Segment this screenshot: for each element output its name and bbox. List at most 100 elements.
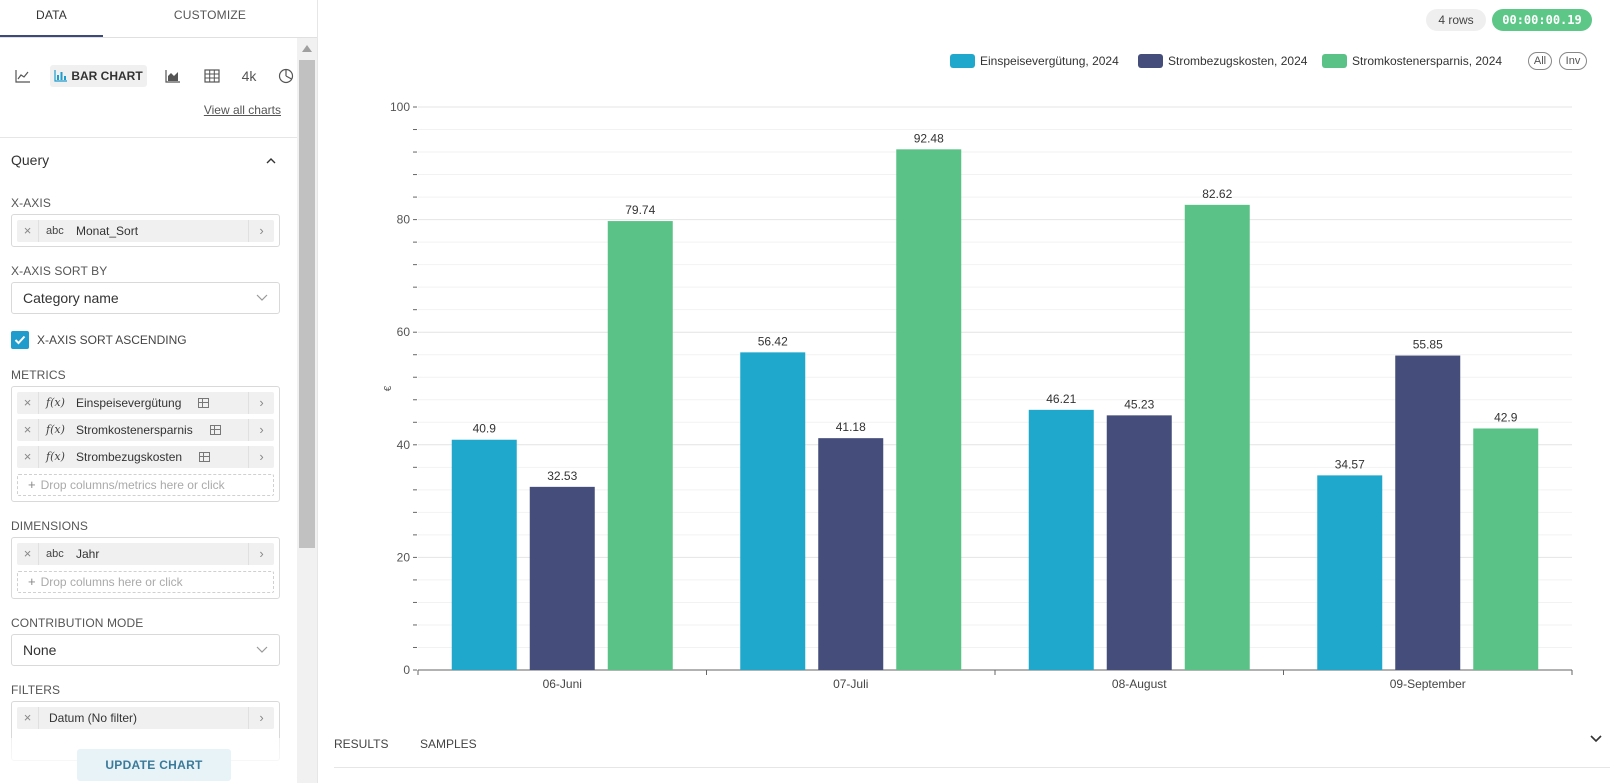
chevron-down-icon [256,294,268,301]
remove-icon[interactable]: × [17,419,39,441]
remove-icon[interactable]: × [17,446,39,468]
metric-name: Einspeisevergütung [76,396,182,410]
chevron-right-icon[interactable]: › [248,220,274,242]
bar-data-label: 46.21 [1046,392,1076,406]
bar-data-label: 45.23 [1124,397,1154,411]
bar-data-label: 34.57 [1335,457,1365,471]
metrics-drop-text: Drop columns/metrics here or click [40,478,225,492]
legend-swatch [950,54,975,68]
bar-data-label: 41.18 [836,420,866,434]
table-small-icon [210,425,221,435]
metrics-label: METRICS [11,368,66,382]
remove-icon[interactable]: × [17,392,39,414]
y-tick-label: 20 [397,550,411,564]
metrics-control: × f(x) Einspeisevergütung › × f(x) Strom… [11,386,280,502]
bar [1106,415,1172,670]
dimensions-drop-text: Drop columns here or click [40,575,183,589]
chevron-up-icon[interactable] [266,156,276,166]
metric-pill[interactable]: × f(x) Einspeisevergütung › [17,392,274,414]
tab-customize[interactable]: CUSTOMIZE [173,8,247,22]
metric-name: Strombezugskosten [76,450,183,464]
legend-label: Stromkostenersparnis, 2024 [1352,54,1503,68]
chevron-right-icon[interactable]: › [248,392,274,414]
x-tick-label: 07-Juli [833,677,868,691]
sort-ascending-label: X-AXIS SORT ASCENDING [37,333,187,347]
bar [740,352,806,670]
bar-chart-button[interactable]: BAR CHART [50,65,147,87]
legend-invert-button[interactable]: Inv [1559,52,1587,70]
bar-data-label: 92.48 [914,131,944,145]
area-chart-icon[interactable] [163,65,183,87]
update-chart-button[interactable]: UPDATE CHART [77,749,231,781]
scrollbar-thumb[interactable] [299,60,315,548]
panel-tabs: DATA CUSTOMIZE [0,0,317,38]
bar [1395,355,1461,670]
type-abc-icon: abc [46,225,64,237]
bar-data-label: 42.9 [1494,410,1518,424]
big-number-icon[interactable]: 4k [241,68,257,84]
metric-pill[interactable]: × f(x) Strombezugskosten › [17,446,274,468]
bar-chart-label: BAR CHART [71,69,143,83]
bar [1473,428,1539,670]
function-icon: f(x) [46,423,65,436]
x-tick-label: 09-September [1390,677,1466,691]
chevron-right-icon[interactable]: › [248,446,274,468]
line-chart-icon[interactable] [13,65,33,87]
control-panel: DATA CUSTOMIZE BAR CHART 4k [0,0,318,783]
plus-icon: + [28,477,36,492]
pie-chart-icon[interactable] [278,65,298,87]
chevron-right-icon[interactable]: › [248,543,274,565]
y-tick-label: 0 [403,663,410,677]
dimensions-control: × abc Jahr › + Drop columns here or click [11,537,280,599]
table-small-icon [198,398,209,408]
bar-data-label: 55.85 [1413,338,1443,352]
function-icon: f(x) [46,396,65,409]
tab-samples[interactable]: SAMPLES [420,737,477,751]
tab-data[interactable]: DATA [0,0,103,37]
sort-ascending-checkbox[interactable] [11,331,29,349]
chevron-right-icon[interactable]: › [248,419,274,441]
bar-chart: 0 20 40 60 80 100 €06-Juni 40.9 32.53 79.74 07-Jul… [383,100,1573,691]
dimensions-label: DIMENSIONS [11,519,89,533]
contribution-select[interactable]: None [11,634,280,666]
sort-by-label: X-AXIS SORT BY [11,264,108,278]
legend-select-all-button[interactable]: All [1528,52,1552,70]
filter-pill[interactable]: × Datum (No filter) › [17,707,274,729]
chevron-down-icon[interactable] [1590,734,1602,744]
scroll-up-icon[interactable] [302,45,312,52]
xaxis-column-name: Monat_Sort [76,224,139,238]
view-all-charts-link[interactable]: View all charts [203,103,281,117]
viz-type-row: BAR CHART 4k View all charts [0,38,297,138]
y-axis-label: € [383,385,394,391]
tab-results[interactable]: RESULTS [334,737,389,751]
bar-data-label: 79.74 [625,203,655,217]
remove-icon[interactable]: × [17,220,39,242]
function-icon: f(x) [46,450,65,463]
bar-data-label: 40.9 [473,422,497,436]
legend-item-einspeise[interactable]: Einspeisevergütung, 2024 [950,51,1119,71]
legend-item-ersparnis[interactable]: Stromkostenersparnis, 2024 [1322,51,1502,71]
bar [1184,204,1250,670]
remove-icon[interactable]: × [17,543,39,565]
legend-label: Einspeisevergütung, 2024 [980,54,1119,68]
bar [1317,475,1383,670]
table-icon[interactable] [202,65,222,87]
xaxis-control: × abc Monat_Sort › [11,214,280,247]
legend-item-strombezug[interactable]: Strombezugskosten, 2024 [1138,51,1307,71]
contribution-value: None [23,642,57,658]
legend-label: Strombezugskosten, 2024 [1168,54,1308,68]
remove-icon[interactable]: × [17,707,39,729]
dimension-pill[interactable]: × abc Jahr › [17,543,274,565]
xaxis-column-pill[interactable]: × abc Monat_Sort › [17,220,274,242]
sort-by-select[interactable]: Category name [11,282,280,314]
dimension-name: Jahr [76,547,100,561]
bar [451,439,517,670]
metrics-drop-zone[interactable]: + Drop columns/metrics here or click [17,474,274,496]
chevron-right-icon[interactable]: › [248,707,274,729]
bar [529,486,595,670]
chart-legend: Einspeisevergütung, 2024 Strombezugskost… [318,51,1610,71]
panel-scrollbar[interactable] [297,38,317,783]
y-tick-label: 80 [397,213,411,227]
dimensions-drop-zone[interactable]: + Drop columns here or click [17,571,274,593]
metric-pill[interactable]: × f(x) Stromkostenersparnis › [17,419,274,441]
